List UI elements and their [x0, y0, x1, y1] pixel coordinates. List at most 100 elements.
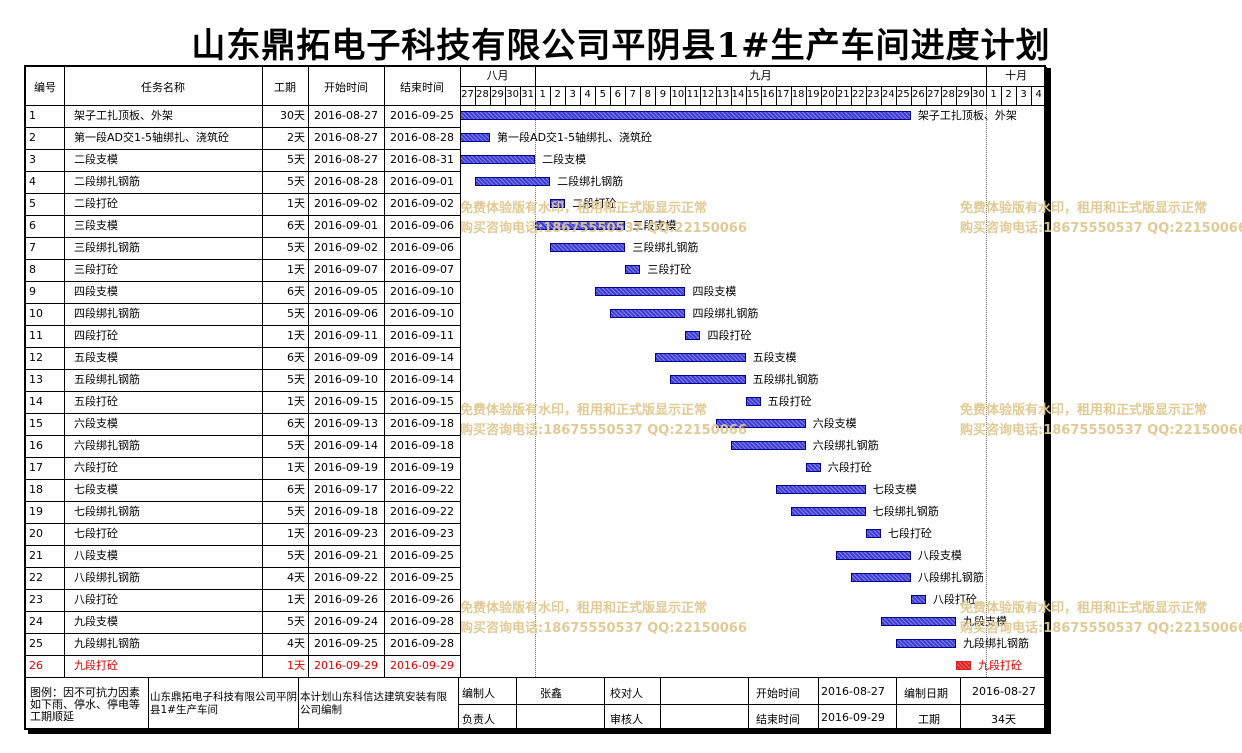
row-id: 12 — [29, 351, 43, 364]
day-divider — [955, 86, 957, 105]
footer-company: 山东鼎拓电子科技有限公司平阴县1#生产车间 — [150, 691, 297, 716]
day-divider — [730, 86, 732, 105]
gantt-bar-label: 六段支模 — [812, 417, 857, 430]
row-start: 2016-09-18 — [314, 505, 378, 518]
day-divider — [925, 86, 927, 105]
day-label: 19 — [806, 89, 820, 100]
day-label: 29 — [957, 89, 970, 100]
row-id: 15 — [29, 417, 43, 430]
row-rule — [26, 457, 460, 458]
row-duration: 5天 — [287, 549, 305, 562]
row-duration: 6天 — [287, 351, 305, 364]
row-start: 2016-09-09 — [314, 351, 378, 364]
day-divider — [625, 86, 627, 105]
row-end: 2016-09-26 — [390, 593, 454, 606]
row-end: 2016-09-22 — [390, 483, 454, 496]
gantt-bar — [550, 243, 626, 252]
row-rule — [26, 391, 460, 392]
watermark-line1: 免费体验版有水印，租用和正式版显示正常 — [960, 403, 1208, 418]
row-duration: 1天 — [287, 197, 305, 210]
gantt-bar — [595, 287, 686, 296]
row-start: 2016-08-28 — [314, 175, 378, 188]
row-rule — [26, 545, 460, 546]
day-label: 30 — [506, 89, 519, 100]
row-name: 七段打砼 — [74, 527, 118, 540]
day-divider — [565, 86, 567, 105]
row-name: 六段支模 — [74, 417, 118, 430]
row-end: 2016-09-25 — [390, 109, 454, 122]
row-name: 三段绑扎钢筋 — [74, 241, 140, 254]
row-duration: 5天 — [287, 175, 305, 188]
gantt-bar-label: 五段支模 — [752, 351, 797, 364]
row-name: 四段打砼 — [74, 329, 118, 342]
footer-cell-rule — [660, 677, 661, 728]
day-label: 25 — [897, 89, 910, 100]
watermark-line1: 免费体验版有水印，租用和正式版显示正常 — [960, 201, 1208, 216]
gantt-bar-label: 二段打砼 — [572, 197, 617, 210]
day-label: 27 — [461, 89, 474, 100]
gantt-bar — [655, 353, 746, 362]
row-name: 五段打砼 — [74, 395, 118, 408]
row-id: 26 — [29, 659, 43, 672]
day-divider — [895, 86, 897, 105]
footer-cell-rule — [960, 677, 961, 728]
gantt-bar-label: 六段打砼 — [827, 461, 872, 474]
day-label: 31 — [521, 89, 534, 100]
day-divider — [835, 86, 837, 105]
row-name: 四段绑扎钢筋 — [74, 307, 140, 320]
row-start: 2016-09-25 — [314, 637, 378, 650]
start-value: 2016-08-27 — [821, 685, 885, 698]
row-duration: 5天 — [287, 373, 305, 386]
day-divider — [745, 86, 747, 105]
row-name: 二段绑扎钢筋 — [74, 175, 140, 188]
gantt-frame: 编号 任务名称 工期 开始时间 结束时间 八月 九月 十月 27 28 29 30 31 1 2 3… — [24, 65, 1242, 730]
day-label: 9 — [659, 89, 667, 100]
day-label: 8 — [644, 89, 652, 100]
day-label: 10 — [671, 89, 685, 100]
row-duration: 1天 — [287, 263, 305, 276]
row-start: 2016-09-14 — [314, 439, 378, 452]
row-start: 2016-09-13 — [314, 417, 378, 430]
day-divider — [640, 86, 642, 105]
day-divider — [610, 86, 612, 105]
gantt-bar — [460, 111, 911, 120]
table-bottom-rule — [26, 677, 1044, 678]
month-label: 八月 — [486, 69, 509, 82]
day-label: 12 — [701, 89, 715, 100]
month-rule — [460, 86, 1047, 87]
footer-legend: 图例：因不可抗力因素如下雨、停水、停电等工期顺延 — [30, 686, 140, 723]
row-duration: 2天 — [287, 131, 305, 144]
watermark-line1: 免费体验版有水印，租用和正式版显示正常 — [460, 201, 708, 216]
day-label: 3 — [1020, 89, 1027, 100]
row-end: 2016-09-14 — [390, 351, 454, 364]
row-end: 2016-09-18 — [390, 439, 454, 452]
day-label: 1 — [539, 89, 546, 100]
row-id: 23 — [29, 593, 43, 606]
row-duration: 5天 — [287, 307, 305, 320]
day-label: 4 — [1035, 89, 1042, 100]
gantt-bar — [460, 155, 536, 164]
gantt-bar-label: 三段绑扎钢筋 — [632, 241, 699, 254]
row-end: 2016-09-01 — [390, 175, 454, 188]
watermark-line2: 购买咨询电话:18675550537 QQ:22150066 — [960, 423, 1242, 438]
gantt-bar-label: 九段支模 — [962, 615, 1007, 628]
row-end: 2016-09-07 — [390, 263, 454, 276]
day-label: 22 — [851, 89, 865, 100]
row-id: 3 — [29, 153, 36, 166]
gantt-bar-label: 四段绑扎钢筋 — [692, 307, 759, 320]
row-id: 9 — [29, 285, 36, 298]
month-label: 十月 — [1005, 69, 1028, 82]
day-divider — [805, 86, 807, 105]
row-name: 三段打砼 — [74, 263, 118, 276]
row-rule — [26, 281, 460, 282]
footer-cell-rule — [604, 677, 605, 728]
row-id: 22 — [29, 571, 43, 584]
row-end: 2016-08-28 — [390, 131, 454, 144]
gantt-bar — [625, 265, 641, 274]
row-start: 2016-09-15 — [314, 395, 378, 408]
footer-cell-rule — [818, 677, 819, 728]
gantt-bar — [460, 133, 491, 142]
day-label: 6 — [614, 89, 621, 100]
row-id: 2 — [29, 131, 36, 144]
row-start: 2016-09-11 — [314, 329, 378, 342]
